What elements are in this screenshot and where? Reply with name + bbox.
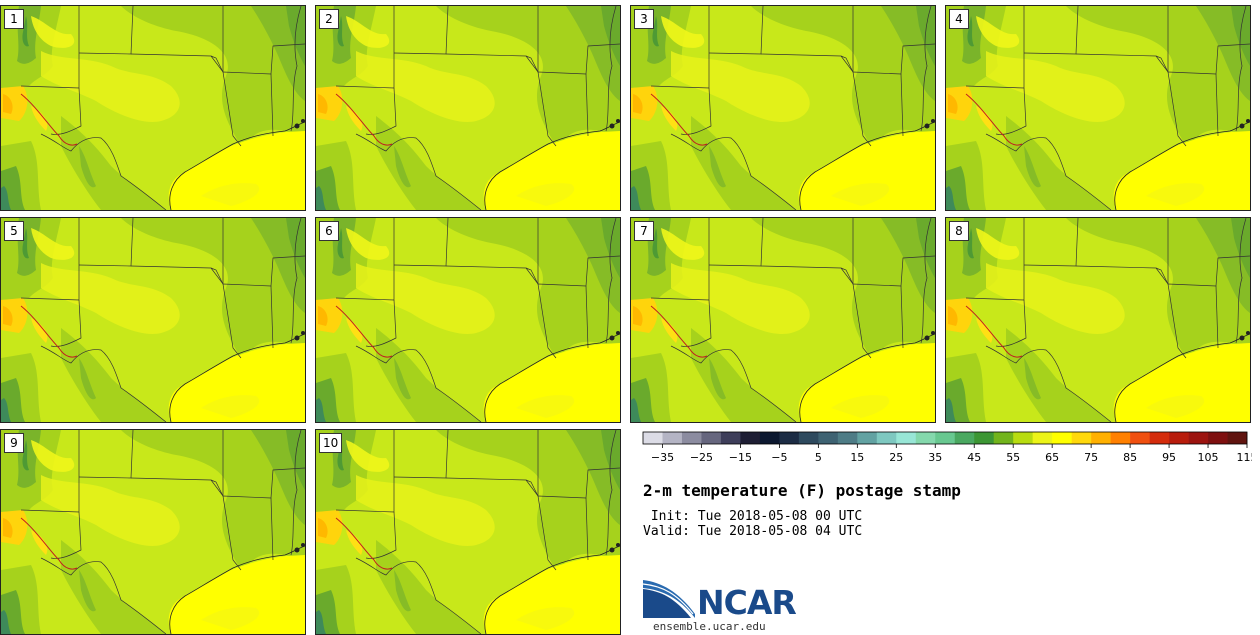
stamp-number: 10 — [319, 433, 343, 453]
colorbar-swatch — [1130, 432, 1150, 444]
colorbar-tick-label: 85 — [1123, 451, 1137, 464]
colorbar-swatch — [701, 432, 722, 444]
colorbar-tick-label: −15 — [729, 451, 752, 464]
colorbar-tick-label: 15 — [850, 451, 864, 464]
temperature-map — [316, 6, 620, 210]
colorbar-swatch — [993, 432, 1014, 444]
postage-stamp-map-1: 1 — [0, 5, 306, 211]
website-url[interactable]: ensemble.ucar.edu — [653, 620, 766, 633]
temperature-map — [631, 218, 935, 422]
colorbar-swatch — [818, 432, 839, 444]
colorbar-swatch — [643, 432, 663, 444]
colorbar-swatch — [1052, 432, 1072, 444]
stamp-number: 5 — [4, 221, 24, 241]
temperature-map — [1, 430, 305, 634]
colorbar-swatch — [1091, 432, 1111, 444]
stamp-number: 7 — [634, 221, 654, 241]
temperature-map — [631, 6, 935, 210]
colorbar-swatch — [1169, 432, 1189, 444]
temperature-map — [1, 6, 305, 210]
colorbar-swatch — [798, 432, 819, 444]
colorbar-tick-label: 75 — [1084, 451, 1098, 464]
colorbar-swatch — [1013, 432, 1033, 444]
temperature-map — [946, 218, 1250, 422]
postage-stamp-map-5: 5 — [0, 217, 306, 423]
temperature-map — [1, 218, 305, 422]
colorbar-swatch — [1071, 432, 1092, 444]
colorbar-swatch — [720, 432, 741, 444]
colorbar-swatch — [779, 432, 800, 444]
valid-time: Valid: Tue 2018-05-08 04 UTC — [643, 524, 863, 539]
colorbar-swatch — [1227, 432, 1248, 444]
colorbar-swatch — [1208, 432, 1228, 444]
colorbar-swatch — [1188, 432, 1209, 444]
colorbar-tick-label: −5 — [771, 451, 787, 464]
colorbar-tick-label: 55 — [1006, 451, 1020, 464]
colorbar-swatch — [740, 432, 761, 444]
colorbar-tick-label: 65 — [1045, 451, 1059, 464]
colorbar-swatch — [974, 432, 995, 444]
colorbar-tick-label: 35 — [928, 451, 942, 464]
colorbar-tick-label: 5 — [815, 451, 822, 464]
stamp-number: 2 — [319, 9, 339, 29]
colorbar-swatch — [954, 432, 975, 444]
temperature-map — [946, 6, 1250, 210]
stamp-number: 9 — [4, 433, 24, 453]
ncar-logo-text: NCAR — [697, 583, 797, 622]
colorbar-swatch — [1149, 432, 1170, 444]
postage-stamp-map-9: 9 — [0, 429, 306, 635]
colorbar-tick-label: −35 — [651, 451, 674, 464]
colorbar-tick-label: 105 — [1198, 451, 1219, 464]
colorbar-swatch — [759, 432, 780, 444]
colorbar-tick-label: 95 — [1162, 451, 1176, 464]
colorbar-swatch — [896, 432, 917, 444]
colorbar-swatch — [681, 432, 702, 444]
stamp-number: 8 — [949, 221, 969, 241]
temperature-colorbar: −35 −25 −15 −5 5 15 25 35 45 55 65 75 85 95 105 115 — [642, 431, 1253, 464]
colorbar-tick-label: −25 — [690, 451, 713, 464]
colorbar-tick-label: 115 — [1237, 451, 1253, 464]
postage-stamp-map-7: 7 — [630, 217, 936, 423]
stamp-number: 1 — [4, 9, 24, 29]
colorbar-tick-label: 25 — [889, 451, 903, 464]
stamp-number: 6 — [319, 221, 339, 241]
plot-title: 2-m temperature (F) postage stamp — [643, 481, 961, 500]
temperature-map — [316, 430, 620, 634]
colorbar-swatch — [915, 432, 936, 444]
postage-stamp-map-3: 3 — [630, 5, 936, 211]
ncar-logo-icon — [642, 580, 695, 618]
temperature-map — [316, 218, 620, 422]
colorbar-swatch — [857, 432, 878, 444]
init-time: Init: Tue 2018-05-08 00 UTC — [643, 509, 863, 524]
postage-stamp-map-4: 4 — [945, 5, 1251, 211]
colorbar-swatch — [1032, 432, 1053, 444]
postage-stamp-map-6: 6 — [315, 217, 621, 423]
colorbar-swatch — [1110, 432, 1131, 444]
colorbar-swatch — [662, 432, 683, 444]
postage-stamp-map-8: 8 — [945, 217, 1251, 423]
colorbar-swatch — [837, 432, 858, 444]
postage-stamp-map-10: 10 — [315, 429, 621, 635]
postage-stamp-map-2: 2 — [315, 5, 621, 211]
colorbar-tick-label: 45 — [967, 451, 981, 464]
stamp-number: 3 — [634, 9, 654, 29]
stamp-number: 4 — [949, 9, 969, 29]
colorbar-swatch — [876, 432, 897, 444]
colorbar-swatch — [935, 432, 956, 444]
colorbar-border — [642, 431, 1248, 445]
